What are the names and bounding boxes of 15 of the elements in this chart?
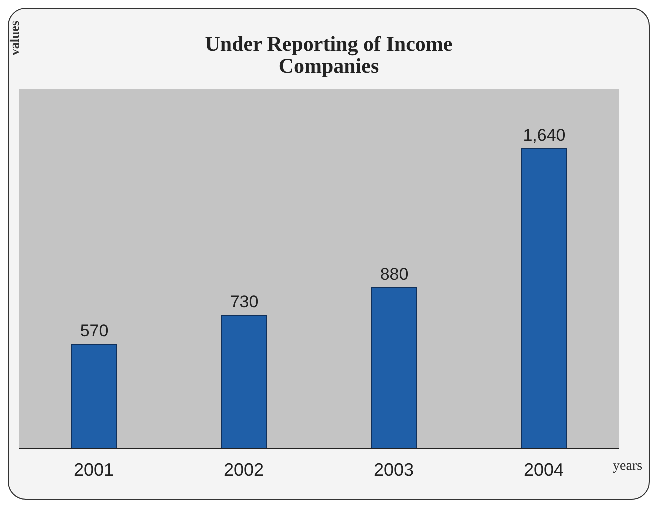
data-label: 570 xyxy=(80,322,109,341)
bar xyxy=(72,344,118,450)
data-label: 880 xyxy=(380,265,409,284)
bar xyxy=(372,288,418,450)
data-label: 1,640 xyxy=(523,126,566,145)
bar xyxy=(222,314,268,450)
bar xyxy=(522,148,568,450)
x-tick-label: 2004 xyxy=(524,460,564,480)
text: values xyxy=(7,21,23,56)
chart-title: Under Reporting of Income Companies xyxy=(205,32,453,78)
x-tick-label: 2002 xyxy=(224,460,264,480)
x-tick-label: 2001 xyxy=(74,460,114,480)
x-axis-title: years xyxy=(613,459,643,475)
data-label: 730 xyxy=(230,292,259,312)
x-tick-label: 2003 xyxy=(374,460,414,480)
